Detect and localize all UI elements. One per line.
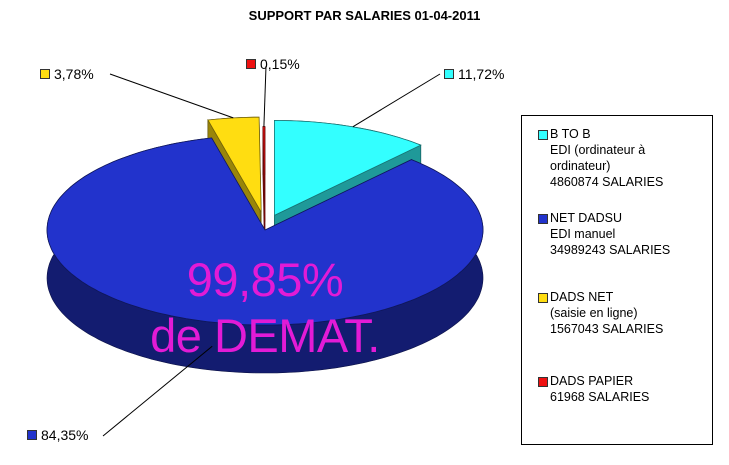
legend-text: 4860874 SALARIES — [550, 175, 664, 189]
pie-slice-btob — [274, 119, 422, 217]
demat-annotation: 99,85% de DEMAT. — [130, 252, 400, 364]
legend-text: NET DADSU — [550, 211, 623, 225]
chart-title: SUPPORT PAR SALARIES 01-04-2011 — [248, 8, 481, 23]
legend-text: 1567043 SALARIES — [550, 322, 664, 336]
demat-text: de DEMAT. — [150, 309, 380, 362]
label-swatch-btob — [444, 69, 454, 79]
slice-label-btob: 11,72% — [444, 66, 504, 82]
legend-text: (saisie en ligne) — [550, 306, 638, 320]
leader-line-btob — [352, 73, 441, 128]
legend-item-netdadsu: NET DADSU EDI manuel 34989243 SALARIES — [538, 210, 670, 258]
label-swatch-dadspapier — [246, 59, 256, 69]
legend: B TO B EDI (ordinateur à ordinateur) 486… — [521, 115, 713, 445]
label-swatch-dadsnet — [40, 69, 50, 79]
legend-text: 34989243 SALARIES — [550, 243, 671, 257]
legend-item-btob: B TO B EDI (ordinateur à ordinateur) 486… — [538, 126, 663, 190]
label-swatch-netdadsu — [27, 430, 37, 440]
demat-percent: 99,85% — [186, 253, 344, 306]
pie-slice-netdadsu — [46, 137, 484, 326]
slice-label-netdadsu: 84,35% — [27, 427, 88, 443]
legend-swatch-netdadsu — [538, 214, 548, 224]
legend-text: EDI manuel — [550, 227, 616, 241]
leader-line-netdadsu — [102, 345, 213, 437]
legend-text: 61968 SALARIES — [550, 390, 650, 404]
legend-text: EDI (ordinateur à — [550, 143, 646, 157]
leader-line-dadspapier — [263, 65, 267, 127]
legend-swatch-dadspapier — [538, 377, 548, 387]
leader-line-dadsnet — [109, 73, 234, 119]
legend-text: B TO B — [550, 127, 591, 141]
legend-text: DADS PAPIER — [550, 374, 634, 388]
legend-swatch-btob — [538, 130, 548, 140]
legend-text: ordinateur) — [550, 159, 611, 173]
legend-text: DADS NET — [550, 290, 614, 304]
legend-item-dadsnet: DADS NET (saisie en ligne) 1567043 SALAR… — [538, 289, 663, 337]
slice-label-dadspapier: 0,15% — [246, 56, 300, 72]
legend-swatch-dadsnet — [538, 293, 548, 303]
legend-item-dadspapier: DADS PAPIER 61968 SALARIES — [538, 373, 649, 405]
slice-label-dadsnet: 3,78% — [40, 66, 94, 82]
